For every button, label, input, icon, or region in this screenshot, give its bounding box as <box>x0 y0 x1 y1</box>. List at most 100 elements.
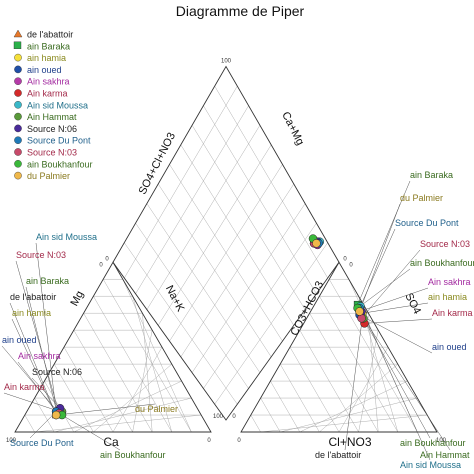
anion-grid-a <box>299 330 359 433</box>
leader-line <box>364 318 433 324</box>
leader-line <box>15 260 60 414</box>
legend-label: ain Boukhanfour <box>27 159 93 169</box>
point-label: ain Baraka <box>26 276 69 286</box>
leader-line <box>35 242 57 412</box>
cation-grid-b <box>142 313 153 433</box>
point-label: Source Du Pont <box>10 438 74 448</box>
legend-item: ain hamia <box>14 53 66 63</box>
diamond-left-label: SO4+Cl+NO3 <box>137 131 179 197</box>
legend-marker <box>14 159 22 168</box>
leader-line <box>359 203 401 312</box>
leader-line <box>360 306 431 461</box>
legend-item: Ain sakhra <box>14 77 70 87</box>
legend-marker <box>14 89 22 97</box>
tick-label: 0 <box>237 438 241 444</box>
legend-label: Ain sid Moussa <box>27 100 88 110</box>
point-label: de l'abattoir <box>10 292 56 302</box>
diamond-point <box>312 239 321 248</box>
chart-title: Diagramme de Piper <box>176 3 305 19</box>
point-label: Ain Hammat <box>420 450 470 460</box>
point-label: Source N:03 <box>420 239 470 249</box>
leader-line <box>357 268 411 309</box>
cation-grid-b <box>122 279 192 433</box>
leader-line <box>344 316 363 451</box>
legend-item: ain Boukhanfour <box>14 159 93 169</box>
legend-marker <box>14 77 22 85</box>
diamond-grid-a <box>214 86 328 279</box>
legend-marker <box>14 53 22 62</box>
tick-label: 0 <box>343 256 347 262</box>
cation-grid-a <box>63 347 114 433</box>
legend-marker <box>14 136 22 144</box>
legend-label: Ain sakhra <box>27 77 70 87</box>
leader-line <box>1 345 60 414</box>
diamond-frame <box>112 65 340 421</box>
point-label: ain Baraka <box>410 170 453 180</box>
tick-label: 0 <box>349 262 353 268</box>
tick-label: 100 <box>6 438 17 444</box>
point-label: ain Boukhanfour <box>410 258 474 268</box>
legend-marker <box>14 171 22 180</box>
diamond-grid-a <box>180 144 294 326</box>
legend-item: Ain karma <box>14 89 68 99</box>
cation-grid-a <box>73 330 133 433</box>
point-label-leaders <box>1 180 451 461</box>
legend-item: ain oued <box>14 65 62 75</box>
anion-grid-a <box>329 279 418 433</box>
point-label: ain oued <box>432 342 467 352</box>
diamond-grid-b <box>180 183 294 358</box>
legend-marker <box>13 29 23 38</box>
tick-label: 0 <box>232 414 236 420</box>
cation-grid-a <box>93 296 172 433</box>
anion-right-label: SO4 <box>402 291 423 316</box>
legend-label: ain Baraka <box>27 41 70 51</box>
cation-point <box>51 410 61 420</box>
cation-triangle-frame <box>14 261 212 433</box>
cation-left-label: Mg <box>69 289 87 308</box>
legend-label: du Palmier <box>27 171 70 181</box>
anion-grid-b <box>338 347 389 433</box>
cation-grid-a <box>54 364 94 433</box>
leader-line <box>29 411 57 439</box>
anion-grid-a <box>250 414 261 433</box>
point-label: du Palmier <box>400 193 443 203</box>
legend-item: ain Baraka <box>13 41 70 51</box>
point-label: Source Du Pont <box>395 218 459 228</box>
point-label: ain hamia <box>12 308 51 318</box>
leader-line <box>56 403 156 416</box>
anion-grid-a <box>309 313 379 433</box>
legend-item: Source N:03 <box>14 148 77 158</box>
diamond-grid-b <box>214 242 328 405</box>
cation-right-label: Na+K <box>163 284 187 315</box>
legend-item: Ain sid Moussa <box>14 100 88 110</box>
anion-bottom-label: Cl+NO3 <box>328 435 371 449</box>
point-label: Source N:03 <box>16 250 66 260</box>
point-label: de l'abattoir <box>315 450 361 460</box>
legend-label: ain hamia <box>27 53 66 63</box>
anion-triangle-frame <box>240 261 438 433</box>
legend-item: Ain Hammat <box>14 112 77 122</box>
cation-grid-a <box>24 414 35 433</box>
legend-item: du Palmier <box>14 171 70 181</box>
leader-line <box>25 286 58 414</box>
leader-line <box>359 287 429 312</box>
tick-label: 0 <box>207 438 211 444</box>
chart-grid <box>24 86 428 433</box>
leader-line <box>362 302 429 314</box>
leader-line <box>357 307 431 439</box>
legend-label: Ain Hammat <box>27 112 77 122</box>
legend-label: de l'abattoir <box>27 30 73 40</box>
leader-line <box>357 180 411 305</box>
legend-marker <box>14 148 22 156</box>
point-label: ain Boukhanfour <box>100 450 166 460</box>
point-label: Source N:06 <box>32 367 82 377</box>
diamond-grid-a <box>203 105 317 294</box>
point-label: ain hamia <box>428 292 467 302</box>
cation-grid-a <box>34 397 55 433</box>
legend-label: Source N:06 <box>27 124 77 134</box>
diamond-grid-b <box>203 223 317 389</box>
leader-line <box>361 249 421 319</box>
point-labels: Ain sid Moussa Source N:03 ain Baraka de l'… <box>2 170 474 470</box>
